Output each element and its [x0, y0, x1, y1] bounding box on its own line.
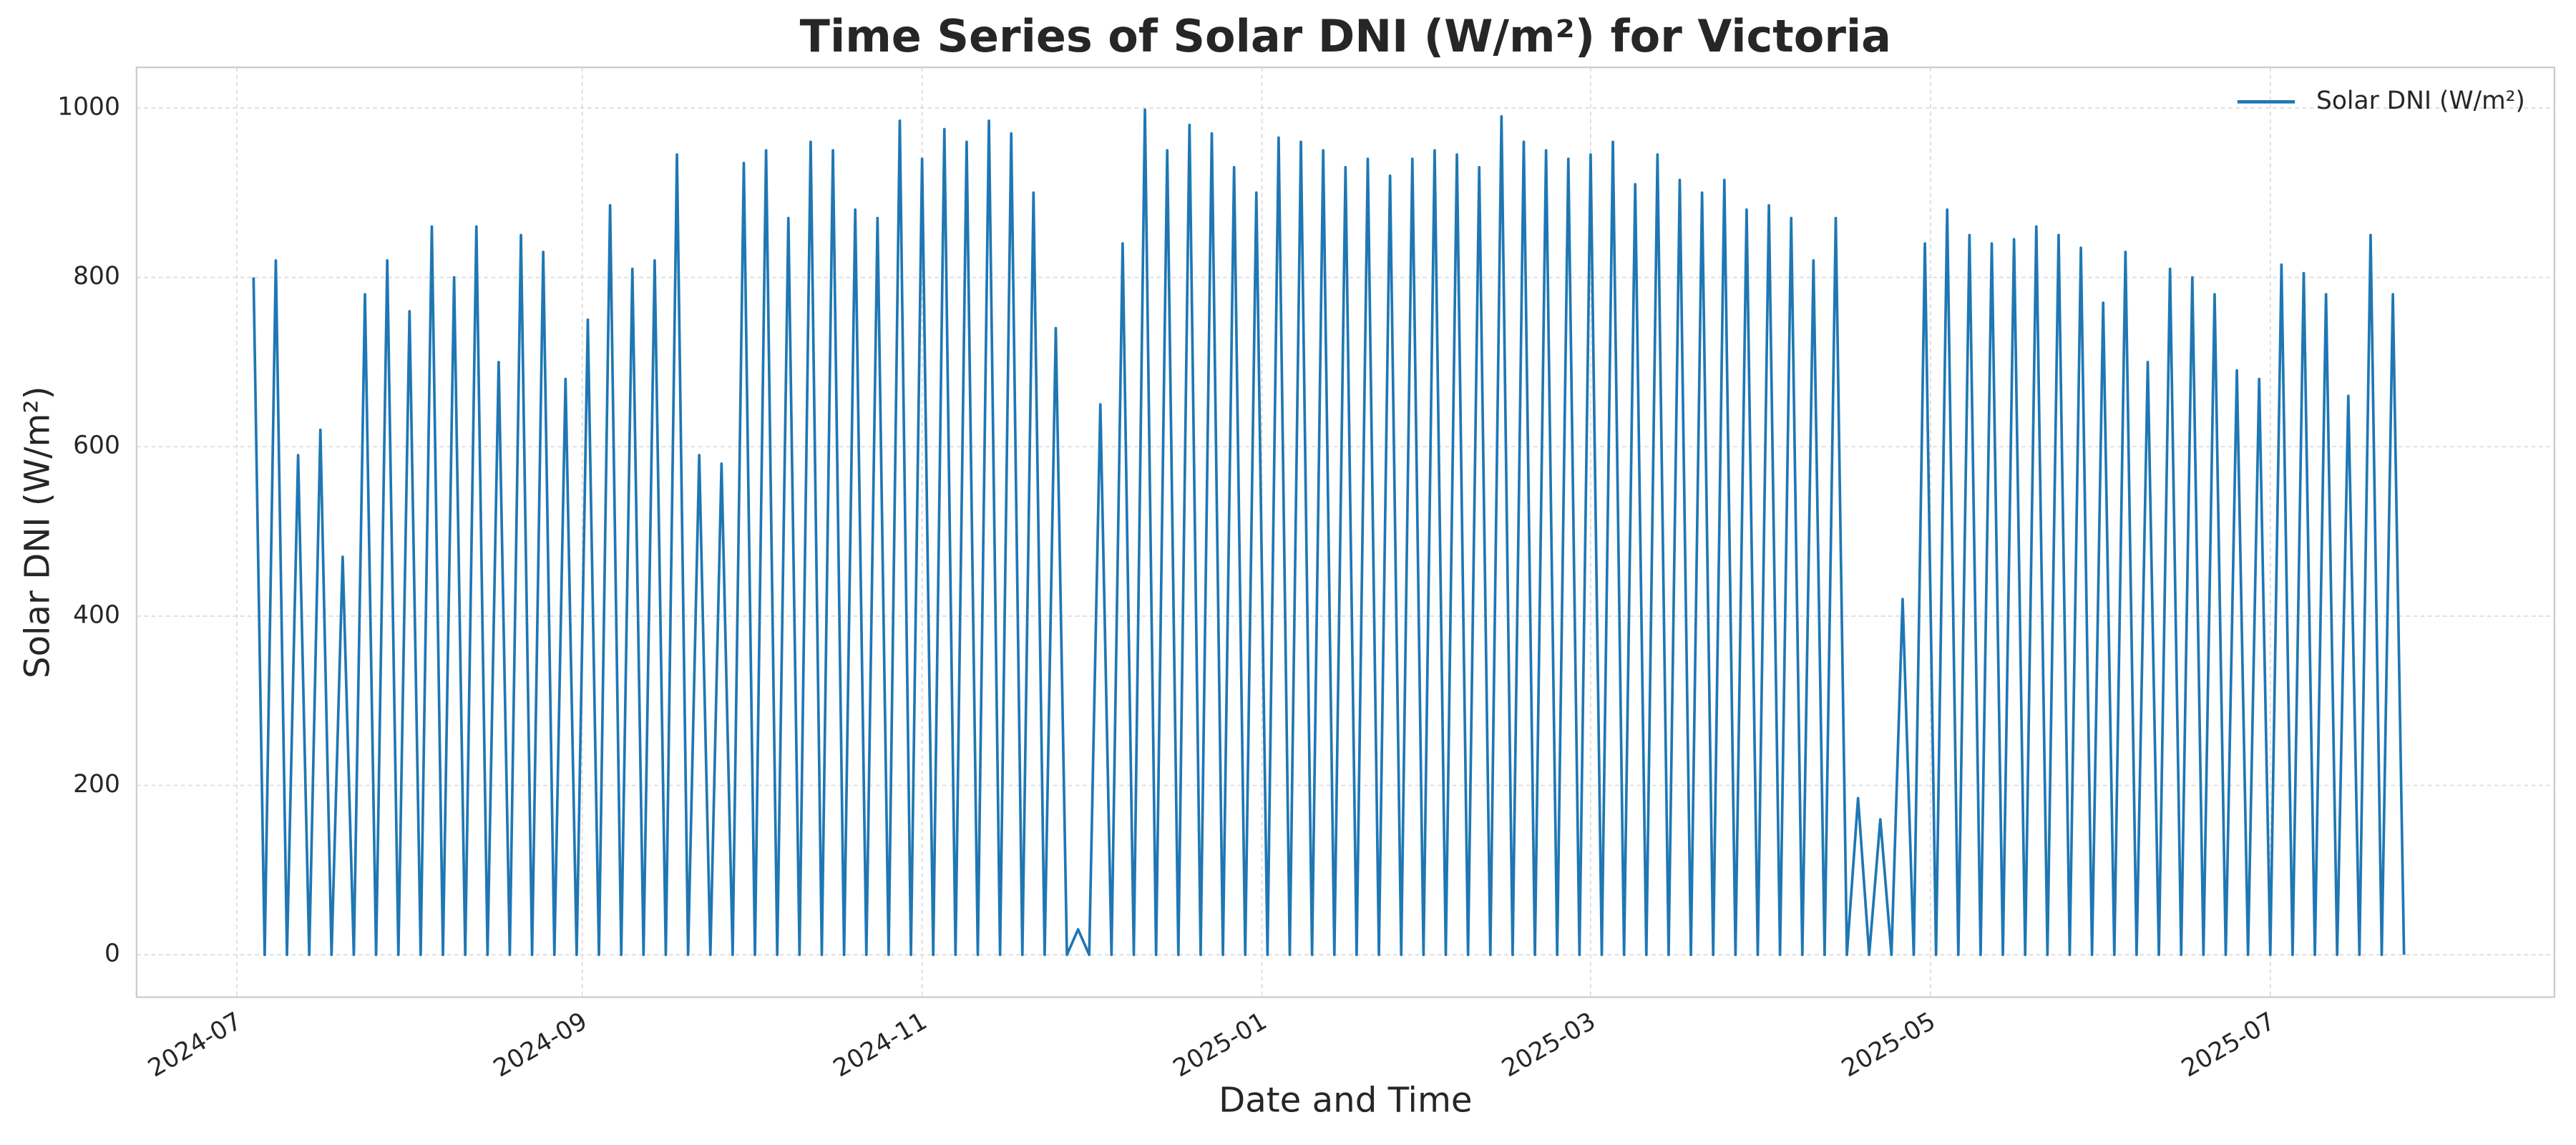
- y-tick-label: 400: [73, 600, 120, 629]
- y-tick-label: 200: [73, 770, 120, 799]
- chart-title: Time Series of Solar DNI (W/m²) for Vict…: [800, 10, 1891, 62]
- data-line: [252, 108, 2406, 957]
- legend-label: Solar DNI (W/m²): [2316, 87, 2525, 115]
- y-tick-label: 1000: [57, 92, 120, 121]
- plot-area: [252, 108, 2406, 957]
- y-tick-label: 800: [73, 262, 120, 291]
- y-tick-label: 0: [104, 940, 120, 968]
- x-axis-label: Date and Time: [1219, 1080, 1472, 1120]
- y-axis-label: Solar DNI (W/m²): [17, 386, 57, 678]
- y-tick-label: 600: [73, 432, 120, 460]
- axes-frame: [135, 66, 2556, 998]
- legend: Solar DNI (W/m²): [2237, 87, 2525, 115]
